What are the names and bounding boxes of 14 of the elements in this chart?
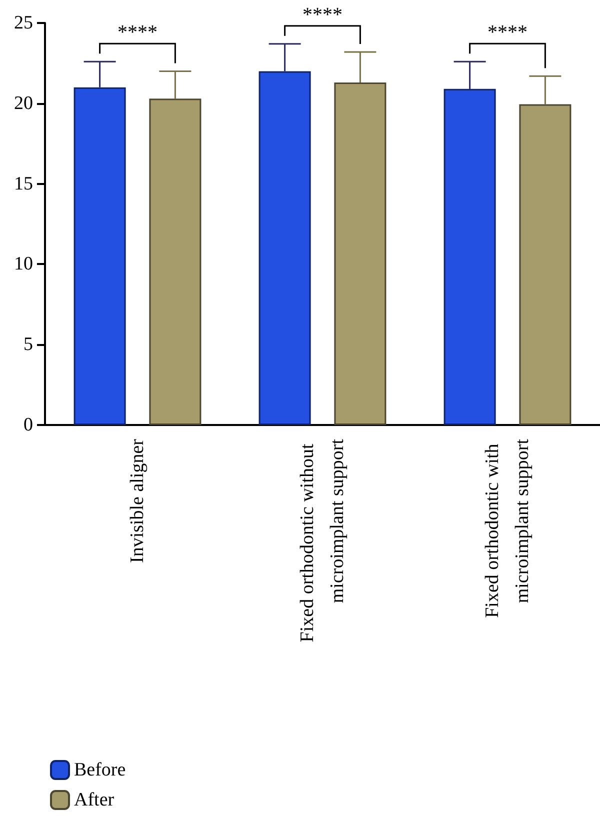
annotation: **** (302, 4, 342, 26)
y-tick-label: 20 (14, 92, 33, 114)
legend-label: Before (74, 760, 126, 780)
y-tick-label: 10 (14, 254, 33, 275)
x-tick-label: Invisible aligner (127, 438, 148, 563)
y-tick-label: 25 (14, 12, 33, 34)
annotation: **** (488, 22, 528, 44)
legend-label: After (74, 790, 115, 810)
x-tick-label: Fixed orthodontic with microimplant support (482, 438, 533, 618)
x-tick-label: Fixed orthodontic without microimplant support (297, 438, 348, 642)
y-tick-label: 15 (14, 173, 33, 194)
annotation: **** (118, 22, 158, 44)
y-tick-label: 5 (24, 334, 33, 356)
y-tick-label: 0 (24, 414, 33, 436)
